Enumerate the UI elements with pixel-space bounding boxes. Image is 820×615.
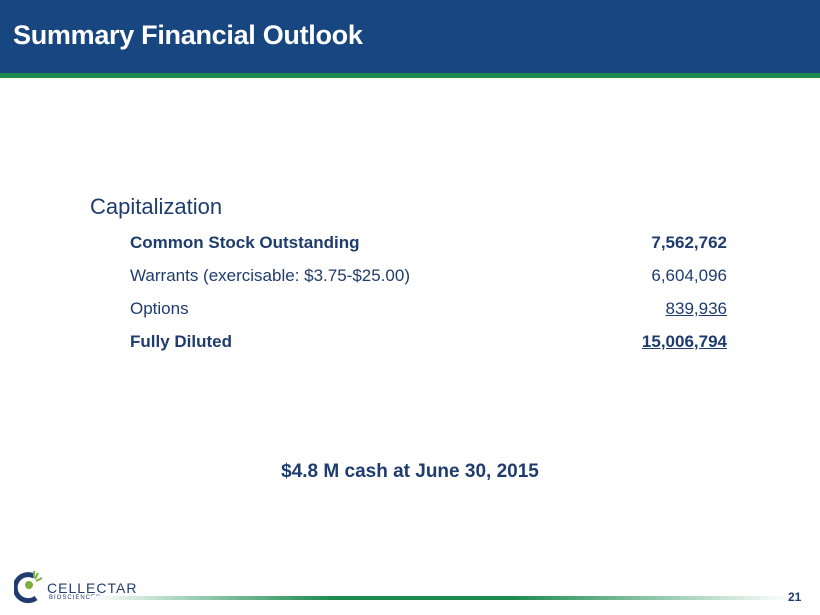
cellectar-logo-icon [14, 571, 43, 604]
logo-name: CELLECTAR [47, 580, 138, 596]
row-label: Fully Diluted [130, 332, 232, 351]
section-title: Capitalization [90, 194, 223, 219]
row-common-stock: Common Stock Outstanding 7,562,762 [130, 233, 727, 253]
row-value: 6,604,096 [651, 266, 727, 285]
page-title: Summary Financial Outlook [13, 20, 363, 50]
logo-subtitle: BIOSCIENCES [49, 595, 102, 601]
header-accent-line [0, 73, 820, 78]
row-options: Options 839,936 [130, 299, 727, 319]
row-warrants: Warrants (exercisable: $3.75-$25.00) 6,6… [130, 266, 727, 286]
row-value: 839,936 [665, 299, 727, 318]
footer-line [90, 596, 790, 600]
row-fully-diluted: Fully Diluted 15,006,794 [130, 332, 727, 352]
header-bar [0, 0, 820, 73]
row-label: Options [130, 299, 189, 318]
row-label: Warrants (exercisable: $3.75-$25.00) [130, 266, 411, 285]
row-value: 15,006,794 [641, 332, 727, 351]
row-label: Common Stock Outstanding [130, 233, 360, 252]
cash-statement: $4.8 M cash at June 30, 2015 [281, 461, 539, 482]
page-number: 21 [788, 590, 802, 604]
row-value: 7,562,762 [651, 233, 727, 252]
